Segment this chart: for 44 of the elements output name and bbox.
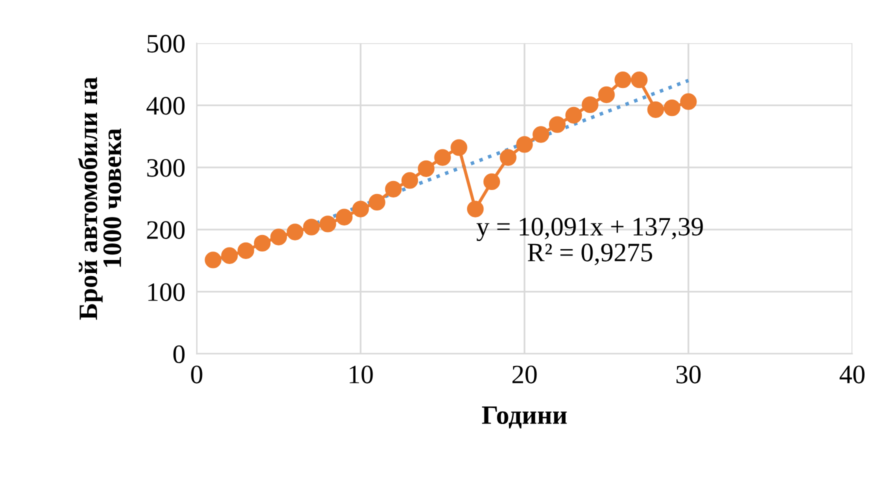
point xyxy=(450,139,468,156)
point xyxy=(647,101,664,118)
x-tick-label: 30 xyxy=(676,366,701,384)
point xyxy=(565,106,582,124)
point xyxy=(532,126,550,143)
point xyxy=(467,200,484,218)
x-tick-label: 40 xyxy=(840,366,865,384)
point xyxy=(664,99,680,116)
y-axis-title: Брой автомобили на 1000 човека xyxy=(78,77,122,320)
point xyxy=(254,234,271,252)
point xyxy=(385,180,402,198)
point xyxy=(401,172,418,189)
point xyxy=(614,72,632,88)
x-axis-title: Години xyxy=(482,406,567,428)
point xyxy=(630,72,648,88)
point xyxy=(352,200,369,218)
point xyxy=(238,242,254,259)
point xyxy=(319,216,336,232)
x-tick-label: 20 xyxy=(512,366,537,384)
point xyxy=(368,194,386,211)
point xyxy=(204,252,222,268)
point xyxy=(500,149,516,166)
annotation: y = 10,091x + 137,39 R² = 0,9275 xyxy=(476,218,703,266)
point xyxy=(303,218,320,236)
point xyxy=(516,136,533,153)
point xyxy=(418,160,434,177)
point xyxy=(434,149,451,166)
point xyxy=(221,247,238,264)
point xyxy=(582,96,598,114)
y-tick-label: 200 xyxy=(147,221,185,239)
point xyxy=(483,173,500,190)
point xyxy=(270,228,287,246)
y-tick-label: 0 xyxy=(173,345,185,364)
x-tick-label: 10 xyxy=(350,366,373,384)
y-tick-label: 300 xyxy=(147,159,185,177)
y-tick-label: 500 xyxy=(148,34,185,53)
y-tick-label: 100 xyxy=(148,283,185,302)
point xyxy=(598,86,615,104)
point xyxy=(336,208,353,226)
x-tick-label: 0 xyxy=(191,366,202,384)
point xyxy=(548,116,566,133)
point xyxy=(286,224,304,240)
y-tick-label: 400 xyxy=(146,96,185,115)
point xyxy=(680,93,697,110)
